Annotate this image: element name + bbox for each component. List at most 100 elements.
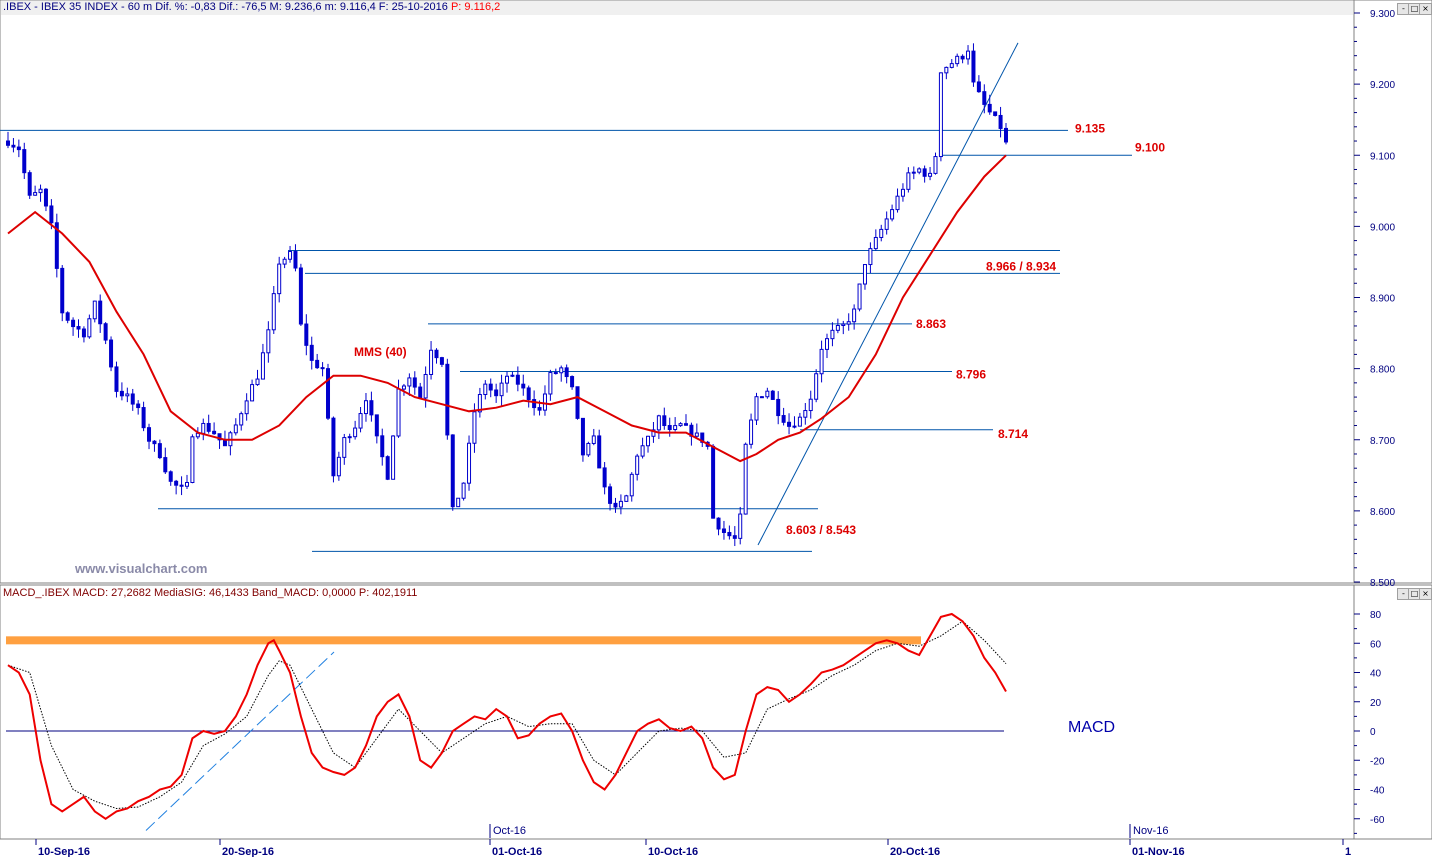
level-label-6: 8.603 / 8.543: [786, 523, 856, 537]
candle-body: [483, 383, 488, 396]
candle-body: [250, 384, 255, 402]
ma-label: MMS (40): [354, 345, 407, 359]
candle-body: [494, 389, 499, 397]
macd-close-button[interactable]: ×: [1419, 588, 1432, 600]
candle-body: [987, 103, 992, 113]
candle-body: [81, 328, 86, 338]
candle-body: [298, 267, 303, 325]
price-panel-frame: [0, 0, 1355, 584]
date-label: 01-Oct-16: [492, 846, 542, 857]
candle-body: [363, 400, 368, 415]
candle-body: [510, 374, 515, 377]
candle-body: [559, 367, 564, 374]
level-label-2: 8.966 / 8.934: [986, 259, 1056, 273]
candle-body: [570, 376, 575, 388]
candle-body: [467, 442, 472, 484]
candle-body: [770, 390, 775, 400]
candle-body: [608, 486, 613, 504]
price-stats: Dif. %: -0,83 Dif.: -76,5 M: 9.236,6 m: …: [155, 1, 448, 13]
candle-body: [147, 427, 152, 442]
candle-body: [787, 421, 792, 427]
candle-body: [266, 329, 271, 354]
candle-body: [835, 324, 840, 331]
candle-body: [662, 415, 667, 427]
candle-body: [423, 373, 428, 399]
candle-body: [125, 393, 130, 397]
candle-body: [358, 413, 363, 429]
candle-body: [884, 218, 889, 230]
candle-body: [130, 393, 135, 405]
candle-body: [624, 495, 629, 502]
candle-body: [852, 308, 857, 323]
trend-line: [757, 42, 1019, 546]
candle-body: [792, 425, 797, 428]
candle-body: [711, 445, 716, 519]
candle-body: [315, 359, 320, 369]
candle-body: [922, 168, 927, 177]
candle-body: [477, 394, 482, 413]
candle-body: [673, 425, 678, 431]
candle-body: [152, 440, 157, 445]
candle-body: [515, 374, 520, 385]
candle-body: [136, 403, 141, 409]
candle-body: [429, 349, 434, 375]
price-close-button[interactable]: ×: [1419, 3, 1432, 15]
macd-line: [7, 612, 1007, 821]
candle-body: [380, 435, 385, 458]
candle-body: [353, 427, 358, 438]
candle-body: [873, 236, 878, 250]
candle-body: [293, 251, 298, 269]
candle-body: [65, 312, 70, 321]
candle-body: [586, 442, 591, 456]
candle-body: [667, 425, 672, 431]
month-label: Oct-16: [493, 825, 526, 837]
candle-body: [900, 188, 905, 197]
candle-body: [190, 436, 195, 484]
candle-body: [749, 419, 754, 445]
candle-body: [239, 413, 244, 426]
candle-body: [342, 437, 347, 458]
candle-body: [141, 407, 146, 429]
candle-body: [401, 385, 406, 390]
price-axis-frame: [1353, 0, 1432, 584]
candle-body: [862, 264, 867, 285]
candle-body: [738, 513, 743, 539]
candle-body: [27, 172, 32, 196]
candle-body: [244, 400, 249, 415]
candle-body: [635, 455, 640, 475]
candle-body: [71, 319, 76, 328]
candle-body: [385, 456, 390, 480]
candle-body: [933, 156, 938, 174]
candle-body: [944, 66, 949, 74]
candle-body: [911, 171, 916, 174]
candle-body: [618, 500, 623, 508]
macd-tick-label: -40: [1370, 786, 1385, 797]
header-bar: [1, 1, 1353, 15]
candle-body: [656, 415, 661, 431]
candle-body: [168, 471, 173, 482]
candle-body: [797, 416, 802, 427]
resistance-band: [6, 636, 921, 645]
candle-body: [16, 146, 21, 151]
candle-body: [542, 393, 547, 411]
watermark: www.visualchart.com: [74, 561, 207, 576]
candle-body: [982, 91, 987, 105]
candle-body: [288, 251, 293, 260]
candle-body: [103, 323, 108, 341]
candle-body: [6, 140, 10, 146]
candle-body: [212, 430, 217, 435]
candle-body: [11, 144, 16, 148]
macd-maximize-button[interactable]: □: [1408, 588, 1421, 600]
price-tick-label: 9.300: [1370, 9, 1395, 20]
level-label-4: 8.796: [956, 367, 986, 381]
symbol-name: .IBEX - IBEX 35 INDEX - 60 m: [3, 1, 153, 13]
macd-tick-label: 20: [1370, 698, 1382, 709]
price-tick-label: 9.200: [1370, 80, 1395, 91]
candle-body: [846, 321, 851, 325]
candle-body: [640, 445, 645, 457]
candle-body: [917, 168, 922, 173]
candle-body: [450, 434, 455, 508]
candle-body: [575, 386, 580, 419]
candle-body: [949, 63, 954, 68]
price-tick-label: 8.800: [1370, 365, 1395, 376]
